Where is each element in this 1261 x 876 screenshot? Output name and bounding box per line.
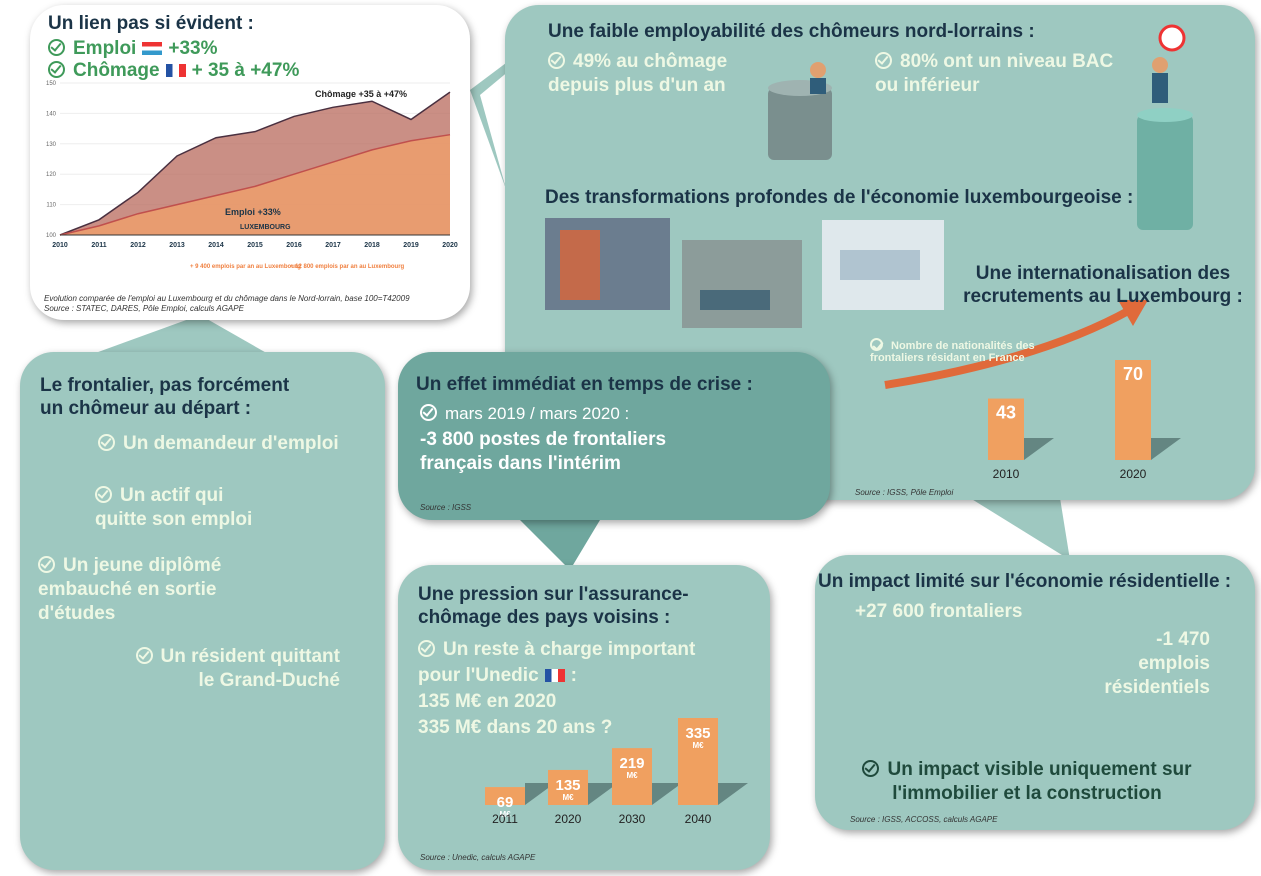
page: Un lien pas si évident : Emploi+33% Chôm… <box>0 0 1261 876</box>
x-tick-label: 2030 <box>619 812 646 826</box>
value-label: 69 <box>497 794 514 811</box>
impact-right: -1 470 emplois résidentiels <box>1080 628 1210 700</box>
x-tick-label: 2040 <box>685 812 712 826</box>
x-tick-label: 2020 <box>555 812 582 826</box>
x-tick-label: 2011 <box>492 812 518 826</box>
value-unit: M€ <box>692 741 704 750</box>
panel-title: Un impact limité sur l'économie résident… <box>818 570 1231 593</box>
bar-shadow <box>652 783 682 805</box>
source: Source : Unedic, calculs AGAPE <box>420 853 535 862</box>
value-unit: M€ <box>562 793 574 802</box>
value-unit: M€ <box>626 771 638 780</box>
source: Source : IGSS, ACCOSS, calculs AGAPE <box>850 815 997 824</box>
value-label: 335 <box>685 725 710 742</box>
value-label: 135 <box>555 777 580 794</box>
bar-shadow <box>718 783 748 805</box>
value-label: 219 <box>619 755 644 772</box>
impact-left: +27 600 frontaliers <box>855 600 1022 624</box>
conclusion-text: Un impact visible uniquement sur l'immob… <box>887 759 1191 804</box>
conclusion: Un impact visible uniquement sur l'immob… <box>862 758 1192 806</box>
